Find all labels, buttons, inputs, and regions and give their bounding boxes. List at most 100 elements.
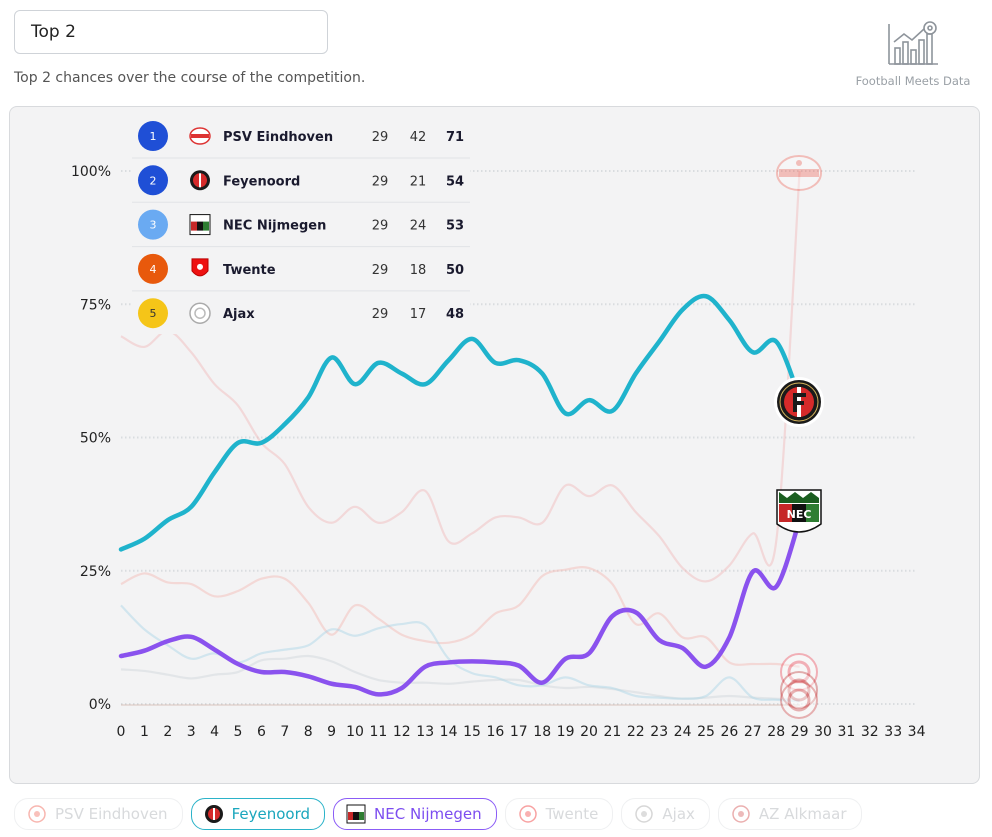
- points-value: 71: [446, 130, 464, 145]
- standings-row[interactable]: 2 Feyenoord 29 21 54: [132, 165, 470, 203]
- legend-chip-psv-eindhoven[interactable]: PSV Eindhoven: [14, 798, 183, 830]
- x-tick-label: 10: [346, 724, 364, 740]
- legend-chip-feyenoord[interactable]: Feyenoord: [190, 798, 326, 830]
- az-crest-icon: [780, 681, 818, 719]
- goal-diff-value: 21: [410, 174, 427, 189]
- y-tick-label: 75%: [80, 297, 111, 313]
- series-line-psv-eindhoven: [120, 170, 801, 583]
- standings-row[interactable]: 5 Ajax 29 17 48: [138, 298, 464, 329]
- played-value: 29: [372, 219, 389, 234]
- team-name: Feyenoord: [223, 174, 300, 189]
- x-tick-label: 13: [416, 724, 434, 740]
- legend-chip-az-alkmaar[interactable]: AZ Alkmaar: [717, 798, 862, 830]
- x-tick-label: 19: [557, 724, 575, 740]
- psv-crest-icon: [28, 805, 46, 823]
- x-tick-label: 0: [117, 724, 126, 740]
- x-tick-label: 24: [674, 724, 692, 740]
- ajax-crest-icon: [780, 671, 818, 709]
- standings-row[interactable]: 3 NEC Nijmegen 29 24 53: [132, 209, 470, 248]
- rank-badge: [138, 209, 168, 240]
- standings-row[interactable]: 1 PSV Eindhoven 29 42 71: [132, 121, 470, 159]
- x-tick-label: 2: [163, 724, 172, 740]
- legend-chip-label: PSV Eindhoven: [55, 805, 168, 823]
- twente-crest-icon: [518, 805, 537, 823]
- x-tick-label: 21: [603, 724, 621, 740]
- team-name: Twente: [223, 263, 276, 278]
- brand-name: Football Meets Data: [855, 74, 971, 88]
- rank-badge: [138, 253, 168, 284]
- team-name: NEC Nijmegen: [223, 219, 326, 234]
- x-tick-label: 9: [327, 724, 336, 740]
- y-tick-label: 50%: [80, 431, 111, 447]
- series-line-ajax: [120, 654, 800, 701]
- played-value: 29: [372, 174, 389, 189]
- x-tick-label: 34: [908, 724, 926, 740]
- played-value: 29: [372, 130, 389, 145]
- team-name: PSV Eindhoven: [223, 130, 333, 145]
- page-subtitle: Top 2 chances over the course of the com…: [14, 70, 366, 86]
- x-tick-label: 33: [884, 724, 902, 740]
- legend-chip-ajax[interactable]: Ajax: [621, 798, 710, 830]
- x-tick-label: 3: [187, 724, 196, 740]
- x-tick-label: 27: [744, 724, 762, 740]
- x-tick-label: 8: [304, 724, 313, 740]
- points-value: 50: [446, 263, 464, 278]
- twente-crest-icon: [191, 258, 209, 277]
- y-tick-label: 0%: [89, 697, 111, 713]
- points-value: 53: [446, 219, 464, 234]
- psv-crest-icon: [189, 127, 211, 145]
- brand-logo: Football Meets Data: [846, 20, 980, 92]
- points-value: 48: [446, 307, 464, 322]
- x-tick-label: 22: [627, 724, 645, 740]
- rank-number: 2: [150, 174, 157, 187]
- played-value: 29: [372, 307, 389, 322]
- legend-chip-twente[interactable]: Twente: [504, 798, 614, 830]
- x-tick-label: 6: [257, 724, 266, 740]
- az-crest-icon: [732, 805, 750, 823]
- x-tick-label: 25: [697, 724, 715, 740]
- ajax-crest-icon: [635, 805, 654, 823]
- nec-crest-icon: [189, 214, 211, 236]
- points-value: 54: [446, 174, 464, 189]
- x-tick-label: 30: [814, 724, 832, 740]
- ajax-crest-icon: [189, 302, 211, 324]
- rank-number: 4: [150, 263, 157, 276]
- legend-chip-label: Twente: [545, 805, 599, 823]
- series-line-nec-nijmegen: [118, 517, 802, 697]
- rank-number: 3: [150, 219, 157, 232]
- rank-badge: [138, 298, 168, 329]
- standings-row[interactable]: 4 Twente 29 18 50: [132, 253, 470, 292]
- svg-text:NEC: NEC: [787, 508, 812, 521]
- x-tick-label: 1: [140, 724, 149, 740]
- x-tick-label: 16: [486, 724, 504, 740]
- legend-chip-nec-nijmegen[interactable]: NEC Nijmegen: [333, 798, 497, 830]
- legend-chip-label: AZ Alkmaar: [758, 805, 847, 823]
- x-tick-label: 5: [234, 724, 243, 740]
- top-selector-value: Top 2: [31, 22, 76, 42]
- goal-diff-value: 17: [410, 307, 427, 322]
- team-name: Ajax: [223, 307, 255, 322]
- x-tick-label: 11: [369, 724, 387, 740]
- x-tick-label: 23: [650, 724, 668, 740]
- x-tick-label: 31: [837, 724, 855, 740]
- standings-table: [132, 112, 470, 334]
- goal-diff-value: 24: [410, 219, 427, 234]
- x-tick-label: 29: [791, 724, 809, 740]
- x-tick-label: 17: [510, 724, 528, 740]
- legend-chip-label: NEC Nijmegen: [374, 805, 482, 823]
- x-tick-label: 32: [861, 724, 879, 740]
- twente-crest-icon: [780, 653, 818, 691]
- x-tick-label: 12: [393, 724, 411, 740]
- legend-chip-label: Ajax: [662, 805, 695, 823]
- team-legend: PSV Eindhoven Feyenoord NEC Nijmegen Twente…: [14, 798, 862, 832]
- series-line-feyenoord: [118, 293, 802, 552]
- feyenoord-crest-icon: [204, 805, 223, 823]
- goal-diff-value: 42: [410, 130, 427, 145]
- top-selector-dropdown[interactable]: Top 2: [14, 10, 328, 54]
- nec-crest-icon: [346, 804, 366, 824]
- x-tick-label: 18: [533, 724, 551, 740]
- x-tick-label: 4: [210, 724, 219, 740]
- x-tick-label: 28: [767, 724, 785, 740]
- feyenoord-crest-icon: [190, 170, 210, 191]
